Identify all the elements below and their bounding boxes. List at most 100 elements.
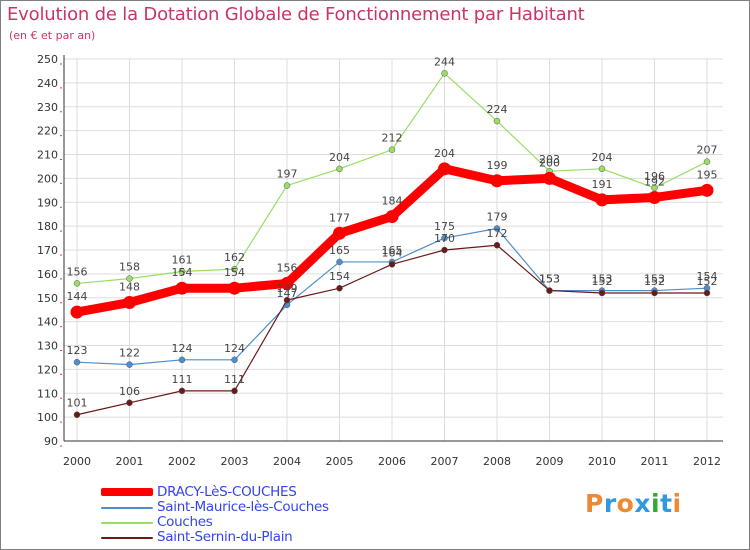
legend-label-saint-sernin: Saint-Sernin-du-Plain: [157, 529, 293, 545]
x-tick-label: 2010: [588, 455, 616, 468]
data-point: [703, 289, 711, 297]
data-label: 170: [434, 232, 455, 245]
data-point: [333, 226, 346, 240]
data-label: 177: [329, 211, 350, 224]
data-point: [73, 358, 81, 366]
data-label: 154: [224, 266, 245, 279]
data-point: [231, 265, 238, 273]
logo-letter: r: [603, 489, 617, 518]
data-point: [231, 356, 238, 364]
x-tick-label: 2000: [63, 455, 91, 468]
x-tick-label: 2001: [116, 455, 144, 468]
data-point: [438, 162, 451, 176]
x-tick-label: 2006: [378, 455, 406, 468]
data-point: [336, 258, 343, 266]
data-label: 144: [67, 290, 88, 303]
data-label: 111: [172, 373, 193, 386]
y-tick-label: 120: [37, 363, 58, 376]
data-label: 197: [277, 168, 298, 181]
data-label: 204: [329, 151, 350, 164]
x-tick-label: 2009: [536, 455, 564, 468]
y-tick-label: 200: [37, 172, 58, 185]
data-label: 152: [644, 275, 665, 288]
data-label: 164: [382, 246, 403, 259]
data-point: [441, 234, 448, 242]
data-point: [388, 261, 396, 268]
data-point: [123, 296, 136, 310]
legend-label-dracy: DRACY-LèS-COUCHES: [157, 484, 297, 500]
line-chart: 90 100 110 120 130 140 150 160 170 180 190 200 210 22…: [37, 53, 723, 468]
data-label: 152: [697, 275, 718, 288]
y-tick-label: 140: [37, 316, 58, 329]
data-point: [231, 387, 238, 395]
logo-letter: P: [585, 489, 604, 518]
data-label: 149: [277, 282, 298, 295]
data-label: 161: [172, 253, 193, 266]
data-label: 124: [224, 342, 245, 355]
data-label: 192: [644, 175, 665, 188]
data-point: [178, 268, 186, 275]
data-point: [126, 361, 133, 368]
data-label: 101: [67, 397, 88, 410]
x-tick-label: 2012: [693, 455, 721, 468]
data-point: [703, 158, 711, 165]
data-point: [336, 284, 343, 292]
logo-letter: o: [616, 489, 635, 518]
data-label: 212: [382, 132, 403, 145]
data-label: 111: [224, 373, 245, 386]
y-tick-label: 180: [37, 220, 58, 233]
x-tick-label: 2011: [641, 455, 669, 468]
data-point: [283, 182, 291, 189]
y-tick-label: 100: [37, 411, 58, 424]
data-label: 204: [434, 147, 455, 160]
y-tick-label: 170: [37, 244, 58, 257]
data-label: 191: [592, 178, 613, 191]
data-label: 154: [697, 270, 718, 283]
data-point: [490, 174, 504, 188]
data-label: 203: [539, 153, 560, 166]
data-point: [595, 193, 609, 207]
data-label: 153: [539, 273, 560, 286]
data-point: [73, 411, 81, 418]
x-tick-label: 2008: [483, 455, 511, 468]
x-tick-label: 2004: [273, 455, 301, 468]
data-point: [126, 275, 133, 282]
x-tick-label: 2003: [221, 455, 249, 468]
logo-letter: i: [672, 489, 682, 518]
proxiti-logo: Proxiti: [585, 489, 682, 518]
data-point: [598, 289, 606, 297]
data-label: 184: [382, 195, 403, 208]
y-tick-label: 210: [37, 149, 58, 162]
data-label: 156: [67, 265, 88, 278]
data-point: [493, 117, 501, 125]
data-point: [178, 387, 186, 395]
legend-swatch-saint-maurice: [101, 507, 153, 509]
data-label: 152: [592, 275, 613, 288]
data-point: [280, 276, 294, 290]
data-point: [178, 356, 186, 364]
data-point: [336, 165, 343, 173]
data-label: 123: [67, 344, 88, 357]
data-point: [73, 280, 81, 287]
data-point: [228, 281, 241, 295]
legend-swatch-dracy: [101, 488, 153, 496]
data-point: [283, 296, 291, 304]
data-label: 165: [329, 244, 350, 257]
legend-swatch-couches: [101, 522, 153, 524]
y-tick-label: 220: [37, 125, 58, 138]
data-label: 148: [119, 281, 140, 294]
y-tick-label: 150: [37, 292, 58, 305]
data-label: 179: [487, 211, 508, 224]
data-label: 156: [277, 261, 298, 274]
data-point: [70, 305, 84, 319]
data-label: 224: [487, 103, 508, 116]
data-point: [441, 246, 448, 254]
logo-letter: i: [651, 489, 661, 518]
logo-letter: t: [660, 489, 673, 518]
data-point: [388, 146, 396, 153]
legend-swatch-saint-sernin: [101, 537, 153, 539]
data-point: [385, 210, 399, 224]
data-label: 106: [119, 385, 140, 398]
data-label: 147: [277, 287, 298, 300]
